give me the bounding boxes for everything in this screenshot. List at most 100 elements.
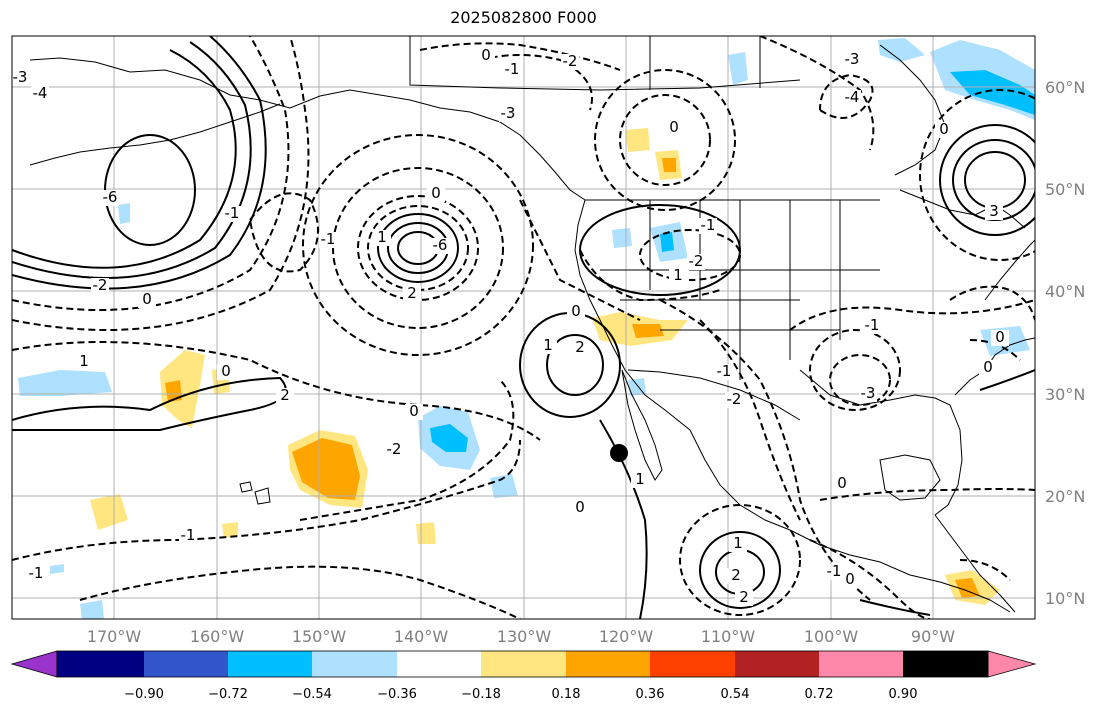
contour-label: 2 xyxy=(575,338,585,356)
contour-label-bg xyxy=(101,190,119,206)
contour-label-bg xyxy=(567,304,585,320)
colorbar-min-arrow xyxy=(10,650,58,678)
contour-label: -3 xyxy=(861,384,876,402)
colorbar-segment xyxy=(397,651,481,677)
lon-label: 130°W xyxy=(497,627,552,646)
us-mexico-border xyxy=(627,369,801,421)
contour-label-bg xyxy=(539,338,557,354)
shade-region xyxy=(165,380,182,402)
colorbar-segment xyxy=(228,651,312,677)
contour-label-bg xyxy=(561,54,579,70)
lat-label: 40°N xyxy=(1045,282,1085,301)
lat-label: 30°N xyxy=(1045,385,1085,404)
colorbar-segment xyxy=(481,651,566,677)
shade-region xyxy=(90,494,128,530)
contour-label-bg xyxy=(223,206,241,222)
gulf-coast xyxy=(799,369,963,516)
shaded-regions xyxy=(18,38,1035,619)
lon-label: 160°W xyxy=(190,627,245,646)
contour-label-bg xyxy=(431,238,449,254)
state-lines xyxy=(600,200,880,380)
lat-label: 50°N xyxy=(1045,180,1085,199)
contour-label-bg xyxy=(373,230,391,246)
contour-label: 3 xyxy=(989,202,999,220)
colorbar-tick: 0.72 xyxy=(805,687,834,702)
lon-label: 110°W xyxy=(701,627,756,646)
contour-label-bg xyxy=(669,268,687,284)
contour-label: -1 xyxy=(29,564,44,582)
contour-label: 2 xyxy=(280,386,290,404)
colorbar-tick: 0.90 xyxy=(889,687,918,702)
contour-label-bg xyxy=(91,278,109,294)
station-marker xyxy=(610,444,628,462)
contour-label-bg xyxy=(631,472,649,488)
florida xyxy=(954,337,1035,396)
contour-label: 0 xyxy=(837,474,847,492)
shade-region xyxy=(632,324,664,338)
contour-label: 1 xyxy=(635,470,645,488)
contour-labels: 0-1 -2-3-3-4-6-6-2-101-10-2-102-101210-1-… xyxy=(12,46,1009,606)
contour-label: 0 xyxy=(983,358,993,376)
shade-region xyxy=(662,158,676,172)
lon-label: 90°W xyxy=(911,627,955,646)
shade-region xyxy=(660,232,674,252)
canada-provinces xyxy=(409,36,801,91)
contour-label-bg xyxy=(727,568,745,584)
contour-label-bg xyxy=(985,204,1003,220)
contour-label-bg xyxy=(735,590,753,606)
map-title: 2025082800 F000 xyxy=(450,8,597,27)
contour-label: 2 xyxy=(739,588,749,606)
contour-label: -2 xyxy=(93,276,108,294)
contour-label: 0 xyxy=(409,402,419,420)
shade-region xyxy=(490,474,518,498)
lat-label: 60°N xyxy=(1045,78,1085,97)
lat-label: 20°N xyxy=(1045,487,1085,506)
colorbar-tick: 0.18 xyxy=(552,687,581,702)
colorbar-outline xyxy=(56,650,989,678)
shade-region xyxy=(878,38,925,62)
shade-region xyxy=(950,70,1035,115)
contour-label: 1 xyxy=(79,352,89,370)
contour-label-bg xyxy=(979,360,997,376)
lon-label: 150°W xyxy=(292,627,347,646)
contour-label: 1 xyxy=(543,336,553,354)
contour-label-bg xyxy=(12,70,29,86)
contour-label: -3 xyxy=(845,50,860,68)
contour-label: 0 xyxy=(481,46,491,64)
colorbar-segment xyxy=(735,651,819,677)
shade-region xyxy=(612,228,632,248)
shade-region xyxy=(18,370,112,396)
contour-label: 0 xyxy=(221,362,231,380)
contour-label-bg xyxy=(499,106,517,122)
shade-region xyxy=(160,350,205,428)
colorbar-tick: −0.72 xyxy=(208,687,248,702)
colorbar-ticks: −0.90 −0.72 −0.54 −0.36 −0.18 0.18 0.36 … xyxy=(124,687,917,702)
contour-label: 1 xyxy=(673,266,683,284)
contour-label: 2 xyxy=(731,566,741,584)
contour-label-bg xyxy=(841,572,859,588)
contours xyxy=(12,36,1035,619)
shade-region xyxy=(80,600,104,619)
colorbar-tick: −0.54 xyxy=(292,687,332,702)
colorbar-segment xyxy=(566,651,650,677)
contour-label: -4 xyxy=(33,84,48,102)
lat-label: 10°N xyxy=(1045,589,1085,608)
contour-label: -1 xyxy=(701,216,716,234)
contour-label: 1 xyxy=(733,534,743,552)
contour-label-bg xyxy=(276,388,294,404)
hudson xyxy=(879,44,946,176)
contour-label: -2 xyxy=(387,440,402,458)
shade-region xyxy=(625,128,650,152)
contour-label: 0 xyxy=(142,290,152,308)
shade-region xyxy=(416,522,436,544)
contour-label: -2 xyxy=(727,390,742,408)
contour-label: -6 xyxy=(433,236,448,254)
shade-region xyxy=(222,522,238,538)
contour-label: -2 xyxy=(689,252,704,270)
lon-label: 120°W xyxy=(599,627,654,646)
baja-california xyxy=(621,369,663,481)
contour-label: 0 xyxy=(995,328,1005,346)
contour-label-bg xyxy=(935,122,953,138)
lon-label: 100°W xyxy=(804,627,859,646)
